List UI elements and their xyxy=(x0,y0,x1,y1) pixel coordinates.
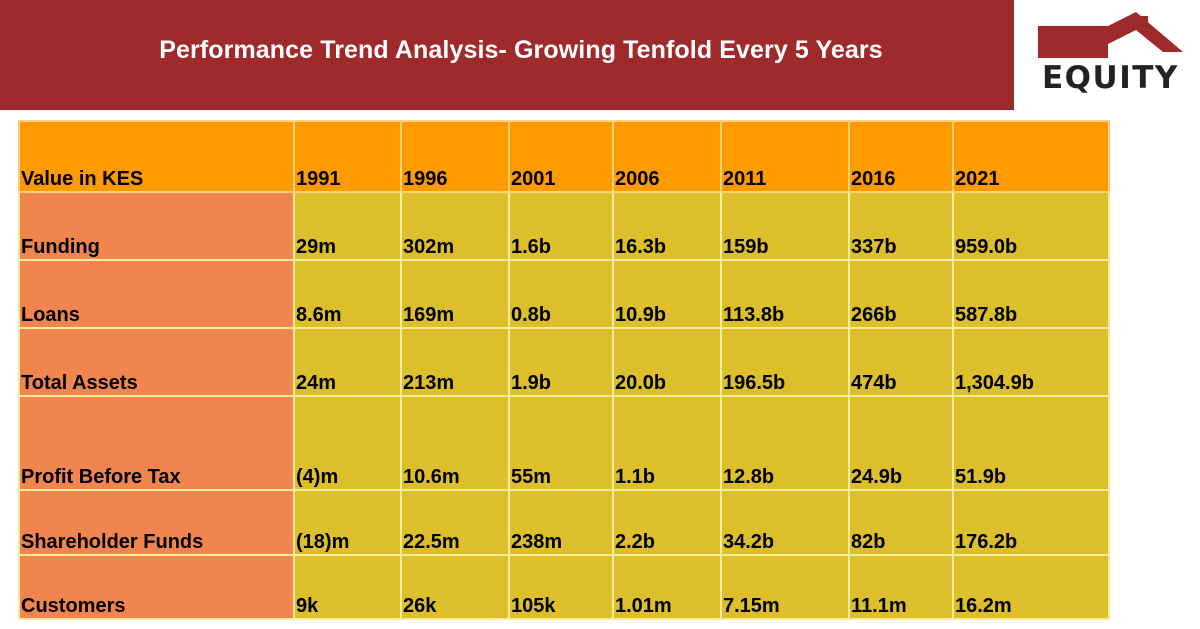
table-cell: 9k xyxy=(293,554,402,620)
table-cell: 169m xyxy=(400,259,510,329)
table-cell: 337b xyxy=(848,191,954,261)
table-cell: 55m xyxy=(508,395,614,491)
table-cell: 51.9b xyxy=(952,395,1110,491)
header-year: 2011 xyxy=(720,120,850,193)
house-roof-icon xyxy=(1038,12,1183,58)
header-year: 2006 xyxy=(612,120,722,193)
table-cell: 238m xyxy=(508,489,614,556)
table-cell: 213m xyxy=(400,327,510,397)
table-cell: 959.0b xyxy=(952,191,1110,261)
header-label: Value in KES xyxy=(18,120,295,193)
table-cell: 266b xyxy=(848,259,954,329)
table-row: Loans 8.6m 169m 0.8b 10.9b 113.8b 266b 5… xyxy=(18,259,1110,329)
table-cell: 7.15m xyxy=(720,554,850,620)
table-row: Funding 29m 302m 1.6b 16.3b 159b 337b 95… xyxy=(18,191,1110,261)
table-cell: 11.1m xyxy=(848,554,954,620)
table-cell: 12.8b xyxy=(720,395,850,491)
page-title: Performance Trend Analysis- Growing Tenf… xyxy=(159,35,883,64)
table-cell: 24m xyxy=(293,327,402,397)
table-cell: 1.9b xyxy=(508,327,614,397)
logo-text: EQUITY xyxy=(1042,60,1179,96)
table-cell: 82b xyxy=(848,489,954,556)
row-label: Shareholder Funds xyxy=(18,489,295,556)
table-row: Total Assets 24m 213m 1.9b 20.0b 196.5b … xyxy=(18,327,1110,397)
table-cell: (4)m xyxy=(293,395,402,491)
title-banner: Performance Trend Analysis- Growing Tenf… xyxy=(0,0,1014,110)
header-year: 2001 xyxy=(508,120,614,193)
table-cell: 474b xyxy=(848,327,954,397)
table-cell: 1.6b xyxy=(508,191,614,261)
table-header-row: Value in KES 1991 1996 2001 2006 2011 20… xyxy=(18,120,1110,193)
table-cell: 22.5m xyxy=(400,489,510,556)
table-cell: 1.01m xyxy=(612,554,722,620)
row-label: Loans xyxy=(18,259,295,329)
row-label: Profit Before Tax xyxy=(18,395,295,491)
table-cell: 20.0b xyxy=(612,327,722,397)
equity-logo: EQUITY xyxy=(1030,12,1190,96)
table-cell: (18)m xyxy=(293,489,402,556)
performance-table: Value in KES 1991 1996 2001 2006 2011 20… xyxy=(18,120,1110,620)
table-cell: 24.9b xyxy=(848,395,954,491)
header-year: 2021 xyxy=(952,120,1110,193)
table-cell: 176.2b xyxy=(952,489,1110,556)
table-cell: 26k xyxy=(400,554,510,620)
header-year: 1991 xyxy=(293,120,402,193)
table-cell: 2.2b xyxy=(612,489,722,556)
table-cell: 196.5b xyxy=(720,327,850,397)
table-cell: 8.6m xyxy=(293,259,402,329)
table-row: Shareholder Funds (18)m 22.5m 238m 2.2b … xyxy=(18,489,1110,556)
table-cell: 16.2m xyxy=(952,554,1110,620)
table-cell: 587.8b xyxy=(952,259,1110,329)
table-cell: 1,304.9b xyxy=(952,327,1110,397)
table-row: Profit Before Tax (4)m 10.6m 55m 1.1b 12… xyxy=(18,395,1110,491)
table-cell: 105k xyxy=(508,554,614,620)
table-cell: 302m xyxy=(400,191,510,261)
row-label: Customers xyxy=(18,554,295,620)
table-cell: 34.2b xyxy=(720,489,850,556)
table-cell: 1.1b xyxy=(612,395,722,491)
row-label: Total Assets xyxy=(18,327,295,397)
row-label: Funding xyxy=(18,191,295,261)
header-year: 1996 xyxy=(400,120,510,193)
table-cell: 159b xyxy=(720,191,850,261)
header-year: 2016 xyxy=(848,120,954,193)
table-cell: 29m xyxy=(293,191,402,261)
table-cell: 10.9b xyxy=(612,259,722,329)
table-cell: 0.8b xyxy=(508,259,614,329)
table-cell: 113.8b xyxy=(720,259,850,329)
table-row: Customers 9k 26k 105k 1.01m 7.15m 11.1m … xyxy=(18,554,1110,620)
table-cell: 10.6m xyxy=(400,395,510,491)
table-cell: 16.3b xyxy=(612,191,722,261)
